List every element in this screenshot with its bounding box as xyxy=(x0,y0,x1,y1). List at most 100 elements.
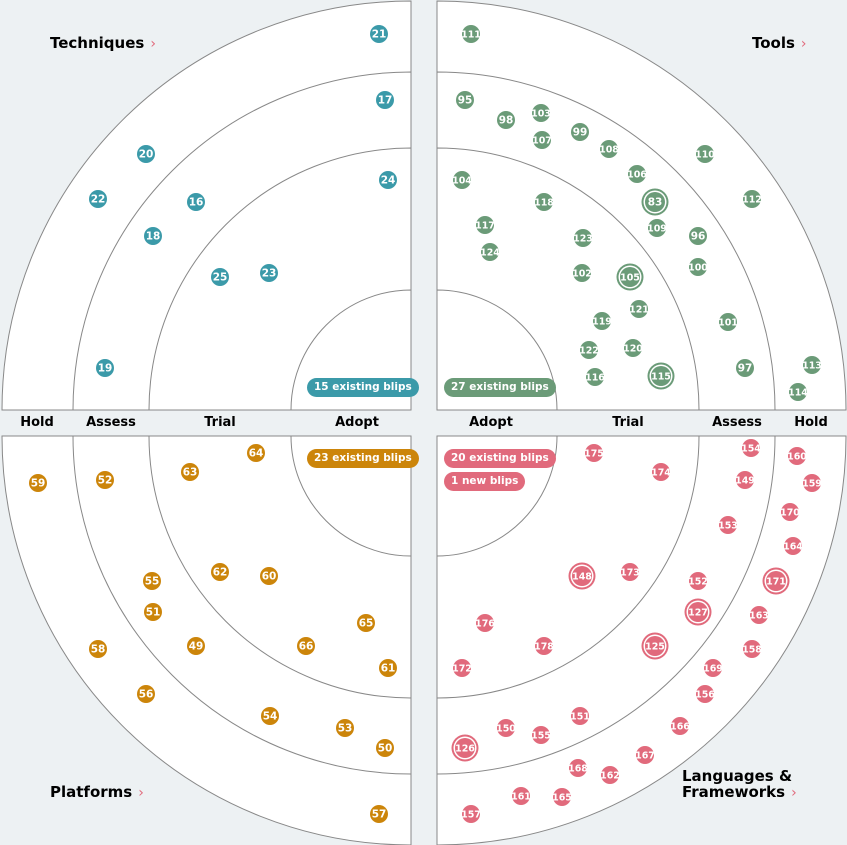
blip-103[interactable]: 103 xyxy=(531,104,551,122)
blip-63[interactable]: 63 xyxy=(181,463,199,481)
quadrant-title-techniques[interactable]: Techniques › xyxy=(50,35,156,52)
blip-161[interactable]: 161 xyxy=(511,787,531,805)
blip-56[interactable]: 56 xyxy=(137,685,155,703)
blip-66[interactable]: 66 xyxy=(297,637,315,655)
blip-165[interactable]: 165 xyxy=(552,788,572,806)
blip-148[interactable]: 148 xyxy=(568,562,596,590)
blip-24[interactable]: 24 xyxy=(379,171,397,189)
blip-60[interactable]: 60 xyxy=(260,567,278,585)
blip-149[interactable]: 149 xyxy=(735,471,755,489)
blip-123[interactable]: 123 xyxy=(573,229,593,247)
blip-100[interactable]: 100 xyxy=(688,258,708,276)
blip-168[interactable]: 168 xyxy=(568,759,588,777)
blip-53[interactable]: 53 xyxy=(336,719,354,737)
blip-164[interactable]: 164 xyxy=(783,537,803,555)
blip-151[interactable]: 151 xyxy=(570,707,590,725)
blip-58[interactable]: 58 xyxy=(89,640,107,658)
blip-25[interactable]: 25 xyxy=(211,268,229,286)
blip-101[interactable]: 101 xyxy=(718,313,738,331)
blip-23[interactable]: 23 xyxy=(260,264,278,282)
blip-152[interactable]: 152 xyxy=(688,572,708,590)
blip-114[interactable]: 114 xyxy=(788,383,808,401)
blip-22[interactable]: 22 xyxy=(89,190,107,208)
blip-153[interactable]: 153 xyxy=(718,516,738,534)
blip-50[interactable]: 50 xyxy=(376,739,394,757)
blip-150[interactable]: 150 xyxy=(496,719,516,737)
techniques-existing-blips-button[interactable]: 15 existing blips xyxy=(307,378,419,397)
blip-111[interactable]: 111 xyxy=(461,25,481,43)
quadrant-title-tools[interactable]: Tools › xyxy=(752,35,807,52)
blip-172[interactable]: 172 xyxy=(452,659,472,677)
blip-19[interactable]: 19 xyxy=(96,359,114,377)
blip-173[interactable]: 173 xyxy=(620,563,640,581)
blip-110[interactable]: 110 xyxy=(695,145,715,163)
blip-112[interactable]: 112 xyxy=(742,190,762,208)
blip-170[interactable]: 170 xyxy=(780,503,800,521)
blip-57[interactable]: 57 xyxy=(370,805,388,823)
blip-49[interactable]: 49 xyxy=(187,637,205,655)
blip-108[interactable]: 108 xyxy=(599,140,619,158)
blip-106[interactable]: 106 xyxy=(627,165,647,183)
blip-83[interactable]: 83 xyxy=(641,188,669,216)
platforms-existing-blips-button[interactable]: 23 existing blips xyxy=(307,449,419,468)
blip-102[interactable]: 102 xyxy=(572,264,592,282)
blip-178[interactable]: 178 xyxy=(534,637,554,655)
blip-176[interactable]: 176 xyxy=(475,614,495,632)
blip-162[interactable]: 162 xyxy=(600,766,620,784)
blip-104[interactable]: 104 xyxy=(452,171,472,189)
blip-157[interactable]: 157 xyxy=(461,805,481,823)
blip-20[interactable]: 20 xyxy=(137,145,155,163)
blip-174[interactable]: 174 xyxy=(651,463,671,481)
blip-159[interactable]: 159 xyxy=(802,474,822,492)
blip-169[interactable]: 169 xyxy=(703,659,723,677)
blip-156[interactable]: 156 xyxy=(695,685,715,703)
blip-158[interactable]: 158 xyxy=(742,640,762,658)
blip-175[interactable]: 175 xyxy=(584,444,604,462)
blip-62[interactable]: 62 xyxy=(211,563,229,581)
blip-96[interactable]: 96 xyxy=(689,227,707,245)
blip-51[interactable]: 51 xyxy=(144,603,162,621)
blip-166[interactable]: 166 xyxy=(670,717,690,735)
languages-existing-blips-button[interactable]: 20 existing blips xyxy=(444,449,556,468)
blip-98[interactable]: 98 xyxy=(497,111,515,129)
blip-120[interactable]: 120 xyxy=(623,339,643,357)
blip-119[interactable]: 119 xyxy=(592,312,612,330)
blip-107[interactable]: 107 xyxy=(532,131,552,149)
blip-64[interactable]: 64 xyxy=(247,444,265,462)
blip-155[interactable]: 155 xyxy=(531,726,551,744)
blip-171[interactable]: 171 xyxy=(762,567,790,595)
blip-117[interactable]: 117 xyxy=(475,216,495,234)
tools-existing-blips-button[interactable]: 27 existing blips xyxy=(444,378,556,397)
blip-113[interactable]: 113 xyxy=(802,356,822,374)
languages-new-blips-button[interactable]: 1 new blips xyxy=(444,472,526,491)
blip-121[interactable]: 121 xyxy=(629,300,649,318)
blip-154[interactable]: 154 xyxy=(741,439,761,457)
quadrant-title-languages[interactable]: Languages & Frameworks › xyxy=(682,768,797,801)
blip-54[interactable]: 54 xyxy=(261,707,279,725)
blip-16[interactable]: 16 xyxy=(187,193,205,211)
blip-99[interactable]: 99 xyxy=(571,123,589,141)
blip-124[interactable]: 124 xyxy=(480,243,500,261)
blip-167[interactable]: 167 xyxy=(635,746,655,764)
blip-122[interactable]: 122 xyxy=(579,341,599,359)
blip-127[interactable]: 127 xyxy=(684,598,712,626)
blip-59[interactable]: 59 xyxy=(29,474,47,492)
blip-118[interactable]: 118 xyxy=(534,193,554,211)
blip-18[interactable]: 18 xyxy=(144,227,162,245)
blip-55[interactable]: 55 xyxy=(143,572,161,590)
blip-115[interactable]: 115 xyxy=(647,362,675,390)
blip-109[interactable]: 109 xyxy=(647,219,667,237)
blip-52[interactable]: 52 xyxy=(96,471,114,489)
blip-125[interactable]: 125 xyxy=(641,632,669,660)
blip-116[interactable]: 116 xyxy=(585,368,605,386)
blip-65[interactable]: 65 xyxy=(357,614,375,632)
blip-97[interactable]: 97 xyxy=(736,359,754,377)
blip-105[interactable]: 105 xyxy=(616,263,644,291)
blip-126[interactable]: 126 xyxy=(451,734,479,762)
blip-61[interactable]: 61 xyxy=(379,659,397,677)
blip-17[interactable]: 17 xyxy=(376,91,394,109)
quadrant-title-platforms[interactable]: Platforms › xyxy=(50,784,144,801)
blip-21[interactable]: 21 xyxy=(370,25,388,43)
blip-163[interactable]: 163 xyxy=(749,606,769,624)
blip-95[interactable]: 95 xyxy=(456,91,474,109)
